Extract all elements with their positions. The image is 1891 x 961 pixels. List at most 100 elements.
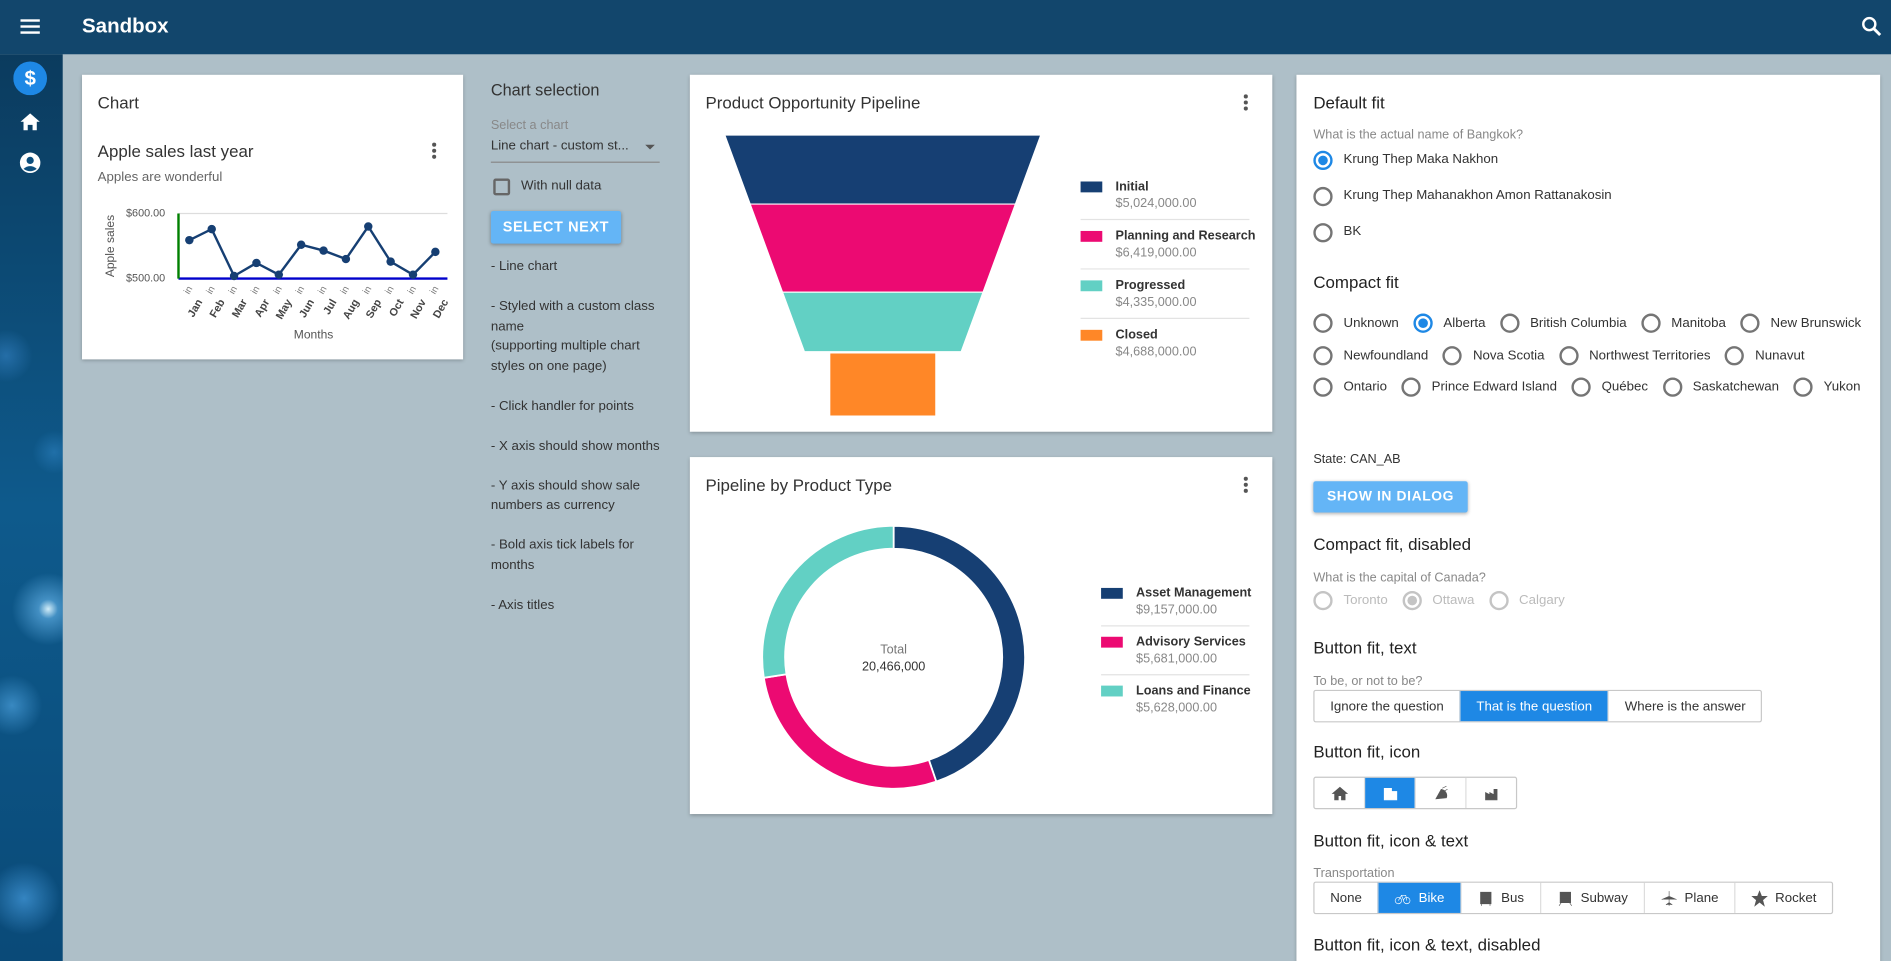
radio-option[interactable]: Unknown xyxy=(1313,308,1399,340)
radio-option[interactable]: Yukon xyxy=(1793,372,1860,404)
icon-shape xyxy=(1383,787,1397,800)
note: - Y axis should show sale numbers as cur… xyxy=(490,478,641,513)
toggle-button[interactable] xyxy=(1363,777,1415,809)
section-heading: Button fit, icon xyxy=(1313,741,1421,761)
radio[interactable] xyxy=(1313,345,1333,366)
radio-option: Calgary xyxy=(1488,585,1565,617)
checkbox[interactable] xyxy=(493,178,511,196)
radio[interactable] xyxy=(1662,378,1682,398)
toggle-button[interactable] xyxy=(1315,778,1364,808)
toggle-button[interactable]: Rocket xyxy=(1734,882,1832,913)
radio[interactable] xyxy=(1413,313,1433,334)
radio-option[interactable]: Québec xyxy=(1571,372,1648,404)
radio[interactable] xyxy=(1571,378,1591,398)
radio-label: Newfoundland xyxy=(1343,348,1429,363)
toggle-button[interactable]: Bus xyxy=(1460,882,1540,913)
nav-account[interactable] xyxy=(19,152,41,174)
radio[interactable] xyxy=(1401,378,1421,398)
toggle-button[interactable]: Bike xyxy=(1377,882,1461,913)
radio-dot xyxy=(1418,318,1428,329)
toggle-button[interactable]: Ignore the question xyxy=(1315,691,1460,721)
radio[interactable] xyxy=(1313,186,1333,207)
radio-option[interactable]: Manitoba xyxy=(1641,308,1726,340)
radio-option[interactable]: Ontario xyxy=(1313,372,1387,404)
radio-option[interactable]: Newfoundland xyxy=(1313,340,1428,372)
icon-shape xyxy=(1484,788,1497,800)
menu-icon[interactable] xyxy=(19,16,41,38)
icon xyxy=(1395,894,1411,904)
toggle-button[interactable]: None xyxy=(1315,883,1378,913)
radio[interactable] xyxy=(1724,345,1745,366)
radio-label: Prince Edward Island xyxy=(1431,380,1557,395)
radio[interactable] xyxy=(1499,313,1520,334)
radio[interactable] xyxy=(1313,150,1333,171)
donut-card xyxy=(689,457,1273,815)
text: Chart xyxy=(97,92,139,112)
radio-label: New Brunswick xyxy=(1770,316,1862,331)
section-heading: Button fit, icon & text, disabled xyxy=(1313,934,1541,954)
toggle-button[interactable]: Subway xyxy=(1539,882,1644,913)
radio[interactable] xyxy=(1313,223,1333,243)
radio-option[interactable]: Alberta xyxy=(1413,308,1485,340)
radio-label: Alberta xyxy=(1443,316,1486,331)
radio[interactable] xyxy=(1442,345,1463,366)
icon xyxy=(1434,785,1448,799)
radio-option[interactable]: Nunavut xyxy=(1724,340,1805,372)
radio[interactable] xyxy=(1313,378,1333,398)
select-arrow[interactable] xyxy=(645,144,655,150)
icon-shape xyxy=(1479,891,1492,906)
app-title: Sandbox xyxy=(82,14,169,38)
search-icon[interactable] xyxy=(1861,16,1883,38)
radio-option[interactable]: New Brunswick xyxy=(1740,308,1861,340)
radio xyxy=(1402,591,1422,611)
button-group: Ignore the question That is the question W… xyxy=(1313,689,1763,723)
select-value: Line chart - custom st... xyxy=(490,139,629,154)
radio[interactable] xyxy=(1641,313,1661,334)
radio[interactable] xyxy=(1558,345,1579,366)
toggle-button[interactable]: That is the question xyxy=(1459,691,1608,722)
radio[interactable] xyxy=(1313,313,1333,334)
section-heading: Compact fit xyxy=(1313,272,1399,292)
text: Chart selection xyxy=(490,80,600,99)
radio-group: Toronto Ottawa Calgary xyxy=(1313,585,1880,617)
select-underline xyxy=(490,161,660,163)
form-card xyxy=(1296,74,1881,961)
text: Select a chart xyxy=(490,117,569,133)
section-heading: Default fit xyxy=(1313,92,1385,112)
icon-shape xyxy=(1331,786,1348,800)
radio xyxy=(1488,591,1509,611)
text: What is the actual name of Bangkok? xyxy=(1313,127,1524,142)
toggle-button[interactable] xyxy=(1465,777,1516,809)
button-label: Bus xyxy=(1501,890,1524,906)
radio-option: Ottawa xyxy=(1402,585,1474,617)
button-label: Ignore the question xyxy=(1330,698,1444,714)
radio[interactable] xyxy=(1740,313,1760,334)
radio-dot xyxy=(1318,155,1328,166)
radio-label: British Columbia xyxy=(1530,316,1627,331)
radio-group: Unknown Alberta British Columbia Manitoba Ne… xyxy=(1313,308,1880,404)
toggle-button[interactable]: Where is the answer xyxy=(1607,691,1761,722)
radio-option[interactable]: British Columbia xyxy=(1499,308,1627,340)
icon-shape xyxy=(1434,785,1448,799)
section-heading: Button fit, icon & text xyxy=(1313,830,1469,850)
note: - Click handler for points xyxy=(490,398,634,414)
icon xyxy=(1751,889,1768,907)
nav-home[interactable] xyxy=(19,112,41,131)
radio-option[interactable]: Saskatchewan xyxy=(1662,372,1779,404)
radio[interactable] xyxy=(1793,378,1813,398)
radio-option[interactable]: Nova Scotia xyxy=(1442,340,1545,372)
radio-option[interactable]: Northwest Territories xyxy=(1558,340,1711,372)
toggle-button[interactable] xyxy=(1414,777,1466,809)
nav-dollar[interactable]: $ xyxy=(13,61,48,96)
show-dialog-button[interactable]: SHOW IN DIALOG xyxy=(1313,481,1468,513)
radio-option[interactable]: Prince Edward Island xyxy=(1401,372,1557,404)
toggle-button[interactable]: Plane xyxy=(1643,882,1735,913)
select-next-button[interactable]: SELECT NEXT xyxy=(490,211,622,244)
radio-label: Ottawa xyxy=(1432,593,1475,609)
radio-label: Québec xyxy=(1601,380,1649,395)
icon xyxy=(1558,891,1572,906)
text: Apple sales last year xyxy=(97,140,254,160)
radio-label: Nova Scotia xyxy=(1472,348,1545,363)
section-heading: Button fit, text xyxy=(1313,637,1417,657)
